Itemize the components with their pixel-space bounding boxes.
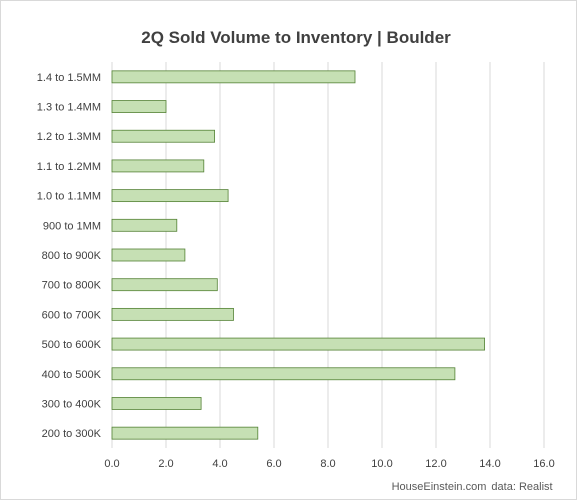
category-label: 300 to 400K — [42, 398, 102, 410]
category-label: 800 to 900K — [42, 250, 102, 262]
category-label: 500 to 600K — [42, 339, 102, 351]
bar — [111, 129, 215, 143]
category-label: 1.3 to 1.4MM — [37, 102, 101, 114]
bar — [111, 248, 186, 262]
bar — [111, 100, 167, 113]
footer-source: data: Realist — [491, 481, 552, 493]
category-label: 900 to 1MM — [43, 220, 101, 232]
footer-website: HouseEinstein.com — [392, 481, 487, 493]
bar — [111, 189, 229, 203]
category-label: 400 to 500K — [42, 369, 102, 381]
grid-lines — [111, 62, 545, 448]
category-label: 1.1 to 1.2MM — [37, 161, 101, 173]
bar — [111, 218, 178, 232]
x-tick-labels: 0.0 2.0 4.0 6.0 8.0 10.0 12.0 14.0 16.0 — [104, 458, 554, 470]
category-labels: 1.4 to 1.5MM 1.3 to 1.4MM 1.2 to 1.3MM 1.1 … — [37, 72, 102, 440]
bar — [111, 159, 205, 173]
x-tick-label: 10.0 — [371, 458, 392, 470]
bar — [111, 278, 218, 292]
x-tick-label: 0.0 — [104, 458, 119, 470]
category-label: 1.0 to 1.1MM — [37, 191, 101, 203]
bar — [111, 426, 259, 440]
x-tick-label: 8.0 — [320, 458, 335, 470]
bar — [111, 397, 202, 410]
bar — [111, 70, 356, 84]
bar — [111, 337, 486, 351]
category-label: 700 to 800K — [42, 280, 102, 292]
x-tick-label: 2.0 — [158, 458, 173, 470]
bar — [111, 307, 234, 321]
category-label: 600 to 700K — [42, 309, 102, 321]
x-tick-label: 16.0 — [533, 458, 554, 470]
bar — [111, 367, 456, 381]
bars — [111, 70, 486, 440]
x-tick-label: 4.0 — [212, 458, 227, 470]
category-label: 1.4 to 1.5MM — [37, 72, 101, 84]
x-tick-label: 12.0 — [425, 458, 446, 470]
category-label: 200 to 300K — [42, 428, 102, 440]
category-label: 1.2 to 1.3MM — [37, 131, 101, 143]
chart-title: 2Q Sold Volume to Inventory | Boulder — [141, 28, 451, 47]
x-tick-label: 6.0 — [266, 458, 281, 470]
x-tick-label: 14.0 — [479, 458, 500, 470]
